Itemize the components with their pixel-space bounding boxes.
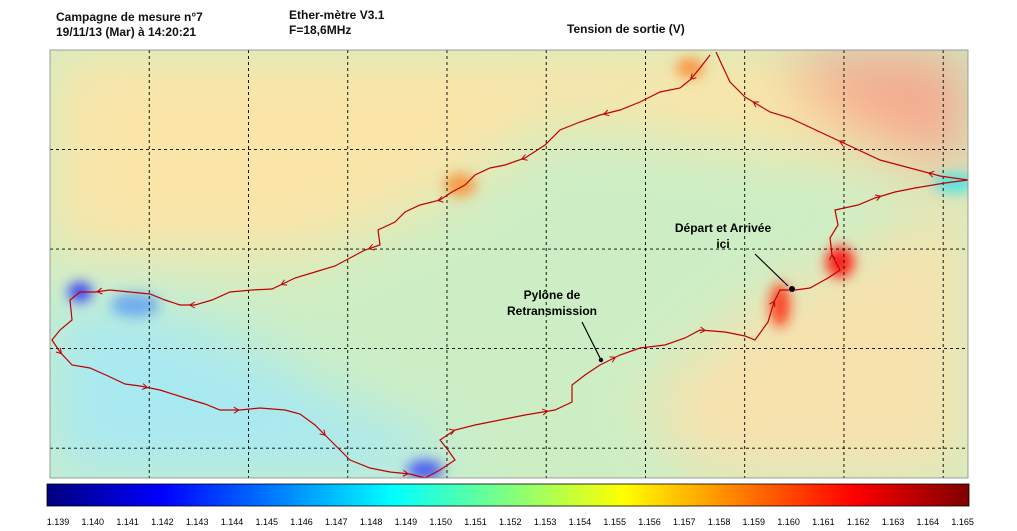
colorbar-tick-label: 1.162	[847, 517, 870, 527]
measurement-route	[51, 51, 968, 478]
route-arrow	[829, 253, 836, 261]
colorbar-tick-label: 1.157	[673, 517, 696, 527]
colorbar-tick-label: 1.146	[290, 517, 313, 527]
colorbar-tick-label: 1.158	[708, 517, 731, 527]
colorbar-tick-label: 1.143	[186, 517, 209, 527]
start-label-line2: ici	[716, 237, 729, 251]
route-arrow	[769, 300, 776, 307]
route-arrow	[520, 154, 528, 161]
route-arrow	[690, 73, 697, 80]
heatmap-zone-north	[50, 50, 968, 260]
route-arrow	[280, 279, 288, 286]
route-arrow	[448, 428, 456, 436]
route-arrow	[141, 383, 149, 390]
start-leader-line	[754, 253, 789, 287]
colorbar: 1.139 1.140 1.141 1.142 1.143 1.144 1.145 1.146…	[46, 483, 974, 527]
route-arrow	[541, 408, 549, 416]
route-arrow	[602, 109, 610, 117]
hotspot	[444, 173, 476, 197]
colorbar-tick-label: 1.141	[116, 517, 139, 527]
hotspot	[826, 246, 854, 278]
colorbar-tick-label: 1.159	[743, 517, 766, 527]
colorbar-ticks: 1.139 1.140 1.141 1.142 1.143 1.144 1.145 1.146…	[47, 517, 974, 527]
route-arrow	[437, 196, 444, 203]
pylon-leader-line	[581, 321, 601, 359]
hotspot	[676, 58, 704, 78]
hotspots	[68, 58, 968, 478]
colorbar-tick-label: 1.161	[812, 517, 835, 527]
colorbar-tick-label: 1.154	[569, 517, 592, 527]
route-arrow	[699, 326, 707, 334]
colorbar-tick-label: 1.165	[951, 517, 974, 527]
chart-title: Tension de sortie (V)	[567, 22, 685, 36]
route-arrow	[402, 469, 410, 477]
route-arrow	[874, 194, 882, 201]
colorbar-tick-label: 1.156	[638, 517, 661, 527]
colorbar-tick-label: 1.164	[917, 517, 940, 527]
colorbar-tick-label: 1.155	[603, 517, 626, 527]
route-arrow	[233, 406, 240, 414]
heatmap-field	[50, 50, 968, 478]
start-marker	[789, 286, 795, 292]
coldspot	[407, 460, 443, 478]
route-arrow	[752, 101, 760, 108]
colorbar-tick-label: 1.152	[499, 517, 522, 527]
hotspot	[770, 283, 790, 327]
colorbar-tick-label: 1.142	[151, 517, 174, 527]
heatmap-zone-south-west	[50, 300, 450, 478]
pylon-label-line1: Pylône de	[524, 288, 581, 302]
colorbar-tick-label: 1.145	[256, 517, 279, 527]
colorbar-tick-label: 1.163	[882, 517, 905, 527]
heatmap-zone-east	[640, 190, 968, 478]
plot-frame	[49, 49, 969, 479]
frequency-label: F=18,6MHz	[289, 23, 352, 37]
colorbar-tick-label: 1.151	[464, 517, 487, 527]
colorbar-tick-label: 1.139	[47, 517, 70, 527]
colorbar-tick-label: 1.144	[221, 517, 244, 527]
colorbar-tick-label: 1.150	[429, 517, 452, 527]
colorbar-tick-label: 1.147	[325, 517, 348, 527]
route-direction-arrows	[55, 73, 935, 477]
annotation-pylon: Pylône de Retransmission	[507, 288, 601, 359]
colorbar-tick-label: 1.160	[777, 517, 800, 527]
colorbar-tick-label: 1.140	[82, 517, 105, 527]
annotation-start: Départ et Arrivée ici	[675, 221, 789, 287]
route-arrow	[96, 287, 103, 295]
colorbar-tick-label: 1.149	[395, 517, 418, 527]
colorbar-tick-label: 1.148	[360, 517, 383, 527]
heatmap-zone-north-east	[780, 50, 968, 175]
route-arrow	[55, 347, 63, 355]
route-arrow	[838, 139, 846, 147]
campaign-label: Campagne de mesure n°7	[56, 10, 203, 24]
datetime-label: 19/11/13 (Mar) à 14:20:21	[56, 25, 197, 39]
pylon-label-line2: Retransmission	[507, 304, 597, 318]
plot-grid	[50, 50, 968, 478]
start-label-line1: Départ et Arrivée	[675, 221, 772, 235]
pylon-marker	[598, 357, 604, 363]
colorbar-tick-label: 1.153	[534, 517, 557, 527]
coldspot	[933, 173, 968, 193]
coldspot	[111, 293, 159, 317]
device-label: Ether-mètre V3.1	[289, 8, 385, 22]
route-arrow	[367, 243, 375, 251]
colorbar-gradient	[46, 483, 970, 507]
route-arrow	[927, 170, 935, 178]
route-arrow	[319, 429, 326, 436]
route-arrow	[609, 356, 617, 363]
route-arrow	[188, 301, 196, 309]
